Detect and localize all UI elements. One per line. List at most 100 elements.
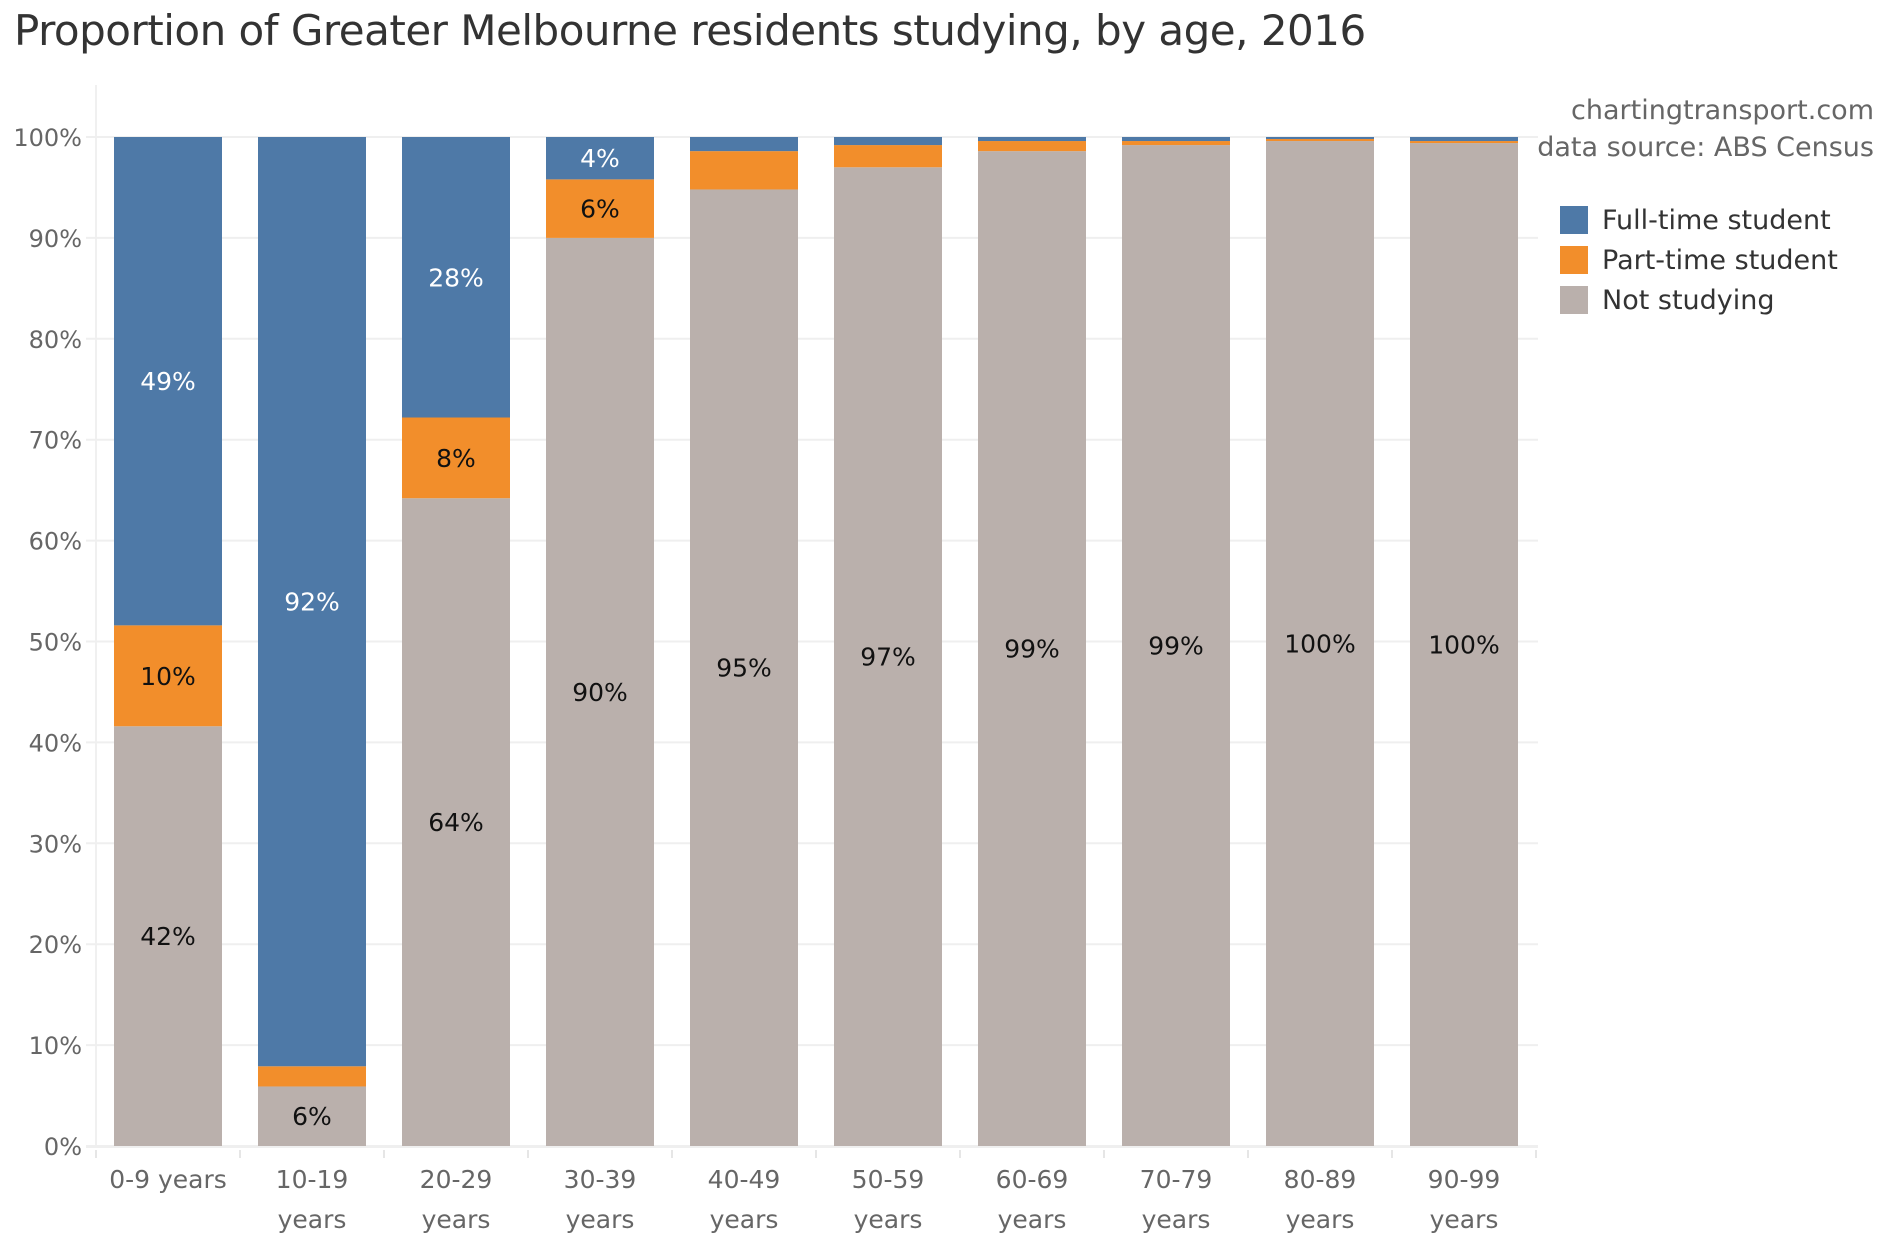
x-axis: 0-9 years 10-19 years 20-29 years 30-39 years 4… bbox=[86, 1146, 1538, 1234]
x-tick-label: years bbox=[566, 1205, 635, 1234]
credit-site: chartingtransport.com bbox=[1571, 95, 1874, 126]
x-tick-label: years bbox=[710, 1205, 779, 1234]
x-tick-label: 90-99 bbox=[1428, 1165, 1501, 1194]
y-tick-label: 80% bbox=[29, 326, 82, 354]
data-label: 92% bbox=[284, 588, 340, 617]
bar-segment-full-time-student bbox=[258, 137, 366, 1067]
bar-segment-full-time-student bbox=[978, 137, 1086, 142]
bar-segment-full-time-student bbox=[1122, 137, 1230, 142]
bar-segment-part-time-student bbox=[1410, 141, 1518, 144]
y-tick-label: 70% bbox=[29, 427, 82, 455]
bar-segment-not-studying bbox=[258, 1086, 366, 1146]
data-label: 8% bbox=[436, 444, 476, 473]
bar-segment-not-studying bbox=[1410, 143, 1518, 1146]
x-tick-label: 30-39 bbox=[564, 1165, 637, 1194]
x-tick-label: years bbox=[1142, 1205, 1211, 1234]
bar-stack: 100% bbox=[1266, 137, 1374, 1146]
data-label: 64% bbox=[428, 808, 484, 837]
bar-segment-part-time-student bbox=[258, 1066, 366, 1087]
legend-swatch bbox=[1560, 206, 1588, 234]
x-tick-label: 80-89 bbox=[1284, 1165, 1357, 1194]
bar-segment-full-time-student bbox=[834, 137, 942, 146]
x-tick-label: years bbox=[1430, 1205, 1499, 1234]
data-label: 4% bbox=[580, 144, 620, 173]
x-tick-label: 50-59 bbox=[852, 1165, 925, 1194]
x-tick-label: 60-69 bbox=[996, 1165, 1069, 1194]
x-tick-label: 70-79 bbox=[1140, 1165, 1213, 1194]
legend-item: Not studying bbox=[1560, 280, 1838, 320]
bar-stack: 95% bbox=[690, 137, 798, 1146]
bar-segment-not-studying bbox=[1122, 145, 1230, 1146]
legend-label: Part-time student bbox=[1602, 244, 1838, 276]
x-tick-label: years bbox=[854, 1205, 923, 1234]
y-tick-label: 90% bbox=[29, 225, 82, 253]
data-label: 49% bbox=[140, 367, 196, 396]
data-label: 97% bbox=[860, 643, 916, 672]
bar-segment-part-time-student bbox=[690, 151, 798, 190]
bar-segment-not-studying bbox=[1266, 141, 1374, 1146]
bar-stack: 64% 8% 28% bbox=[402, 137, 510, 1146]
legend-swatch bbox=[1560, 246, 1588, 274]
x-tick-label: years bbox=[998, 1205, 1067, 1234]
bar-stack: 99% bbox=[1122, 137, 1230, 1146]
bar-segment-full-time-student bbox=[114, 137, 222, 626]
chart-title: Proportion of Greater Melbourne resident… bbox=[14, 6, 1366, 55]
x-tick-label: 0-9 years bbox=[109, 1165, 227, 1194]
bar-segment-not-studying bbox=[402, 498, 510, 1146]
y-tick-label: 60% bbox=[29, 528, 82, 556]
bar-segment-part-time-student bbox=[1122, 141, 1230, 146]
data-label: 99% bbox=[1004, 635, 1060, 664]
data-label: 90% bbox=[572, 678, 628, 707]
bar-segment-not-studying bbox=[690, 189, 798, 1146]
bar-segment-part-time-student bbox=[114, 625, 222, 727]
bar-stack: 99% bbox=[978, 137, 1086, 1147]
y-tick-label: 100% bbox=[13, 124, 82, 152]
x-tick-label: 40-49 bbox=[708, 1165, 781, 1194]
legend: Full-time student Part-time student Not st… bbox=[1560, 200, 1838, 320]
x-tick-label: years bbox=[278, 1205, 347, 1234]
data-label: 95% bbox=[716, 654, 772, 683]
x-tick-label: years bbox=[1286, 1205, 1355, 1234]
legend-label: Full-time student bbox=[1602, 204, 1831, 236]
y-tick-label: 10% bbox=[29, 1032, 82, 1060]
bar-segment-part-time-student bbox=[546, 179, 654, 238]
bar-segment-part-time-student bbox=[1266, 139, 1374, 142]
data-label: 99% bbox=[1148, 632, 1204, 661]
bar-segment-full-time-student bbox=[690, 137, 798, 152]
credits: chartingtransport.com data source: ABS C… bbox=[1537, 92, 1874, 166]
y-tick-label: 50% bbox=[29, 629, 82, 657]
bar-stack: 100% bbox=[1410, 137, 1518, 1146]
data-label: 100% bbox=[1428, 631, 1499, 660]
bar-segment-full-time-student bbox=[402, 137, 510, 418]
bar-segment-not-studying bbox=[978, 151, 1086, 1147]
y-tick-label: 0% bbox=[44, 1133, 82, 1161]
bar-segment-not-studying bbox=[114, 726, 222, 1146]
data-label: 6% bbox=[292, 1102, 332, 1131]
x-tick-label: years bbox=[422, 1205, 491, 1234]
y-tick-label: 30% bbox=[29, 830, 82, 858]
legend-swatch bbox=[1560, 286, 1588, 314]
x-tick-label: 20-29 bbox=[420, 1165, 493, 1194]
data-label: 42% bbox=[140, 922, 196, 951]
y-axis: 0% 10% 20% 30% 40% 50% 60% 70% 80% 90% 100% bbox=[13, 124, 82, 1161]
bar-segment-not-studying bbox=[546, 237, 654, 1146]
bar-segment-full-time-student bbox=[546, 137, 654, 180]
data-label: 10% bbox=[140, 662, 196, 691]
y-tick-label: 40% bbox=[29, 729, 82, 757]
bar-segment-part-time-student bbox=[402, 417, 510, 499]
bar-segment-full-time-student bbox=[1410, 137, 1518, 142]
bar-stack: 97% bbox=[834, 137, 942, 1146]
credit-source: data source: ABS Census bbox=[1537, 132, 1874, 163]
y-tick-label: 20% bbox=[29, 931, 82, 959]
bar-segment-full-time-student bbox=[1266, 137, 1374, 140]
legend-item: Part-time student bbox=[1560, 240, 1838, 280]
bar-segment-part-time-student bbox=[978, 141, 1086, 152]
bar-segment-part-time-student bbox=[834, 145, 942, 168]
bars: 42% 10% 49% 6% 92% 64% 8% 28% 90% 6% 4% 95% 97% 99% 99… bbox=[114, 137, 1518, 1147]
legend-item: Full-time student bbox=[1560, 200, 1838, 240]
x-tick-label: 10-19 bbox=[276, 1165, 349, 1194]
data-label: 6% bbox=[580, 195, 620, 224]
legend-label: Not studying bbox=[1602, 284, 1775, 316]
bar-stack: 90% 6% 4% bbox=[546, 137, 654, 1146]
